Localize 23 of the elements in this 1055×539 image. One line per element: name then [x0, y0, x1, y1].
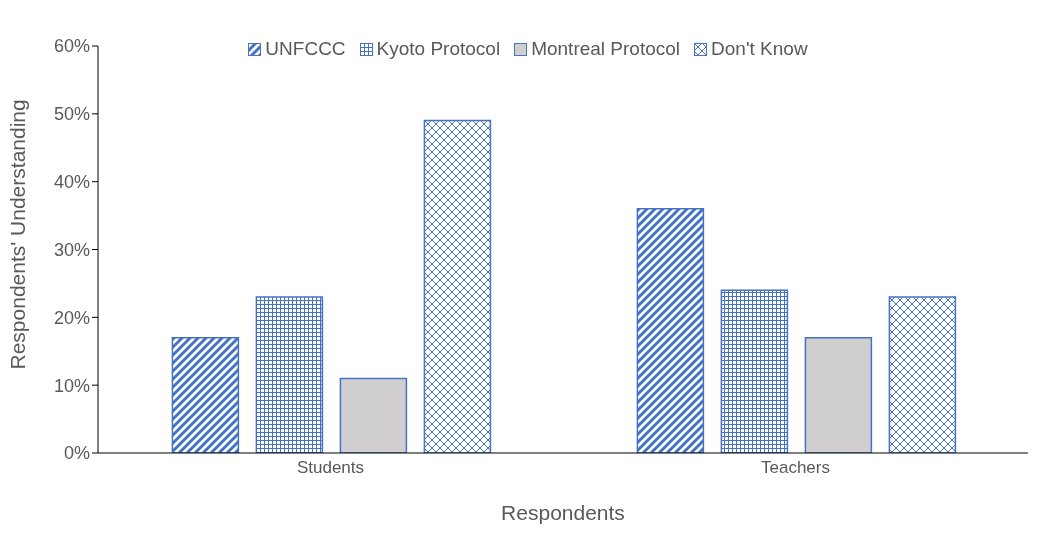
bar: [804, 336, 873, 453]
y-tick-label: 40%: [53, 172, 90, 193]
y-tick-label: 10%: [53, 375, 90, 396]
x-axis-title: Respondents: [501, 500, 625, 524]
y-axis-title: Respondents' Understanding: [6, 99, 30, 370]
bar: [171, 336, 240, 453]
legend-label: Montreal Protocol: [530, 38, 681, 60]
bar: [423, 119, 492, 453]
x-tick-label: Students: [296, 458, 365, 478]
y-tick-label: 20%: [53, 307, 90, 328]
bar: [339, 377, 408, 453]
bar: [255, 296, 324, 453]
x-tick-label: Teachers: [761, 458, 830, 478]
y-tick-label: 30%: [53, 239, 90, 260]
legend-label: UNFCCC: [264, 38, 346, 60]
legend-label: Kyoto Protocol: [375, 38, 501, 60]
legend-label: Don't Know: [710, 38, 808, 60]
y-tick-label: 60%: [53, 36, 90, 57]
bar: [888, 296, 957, 453]
y-tick-label: 50%: [53, 104, 90, 125]
y-tick-label: 0%: [63, 443, 90, 464]
bar: [720, 289, 789, 453]
bar: [636, 208, 705, 453]
